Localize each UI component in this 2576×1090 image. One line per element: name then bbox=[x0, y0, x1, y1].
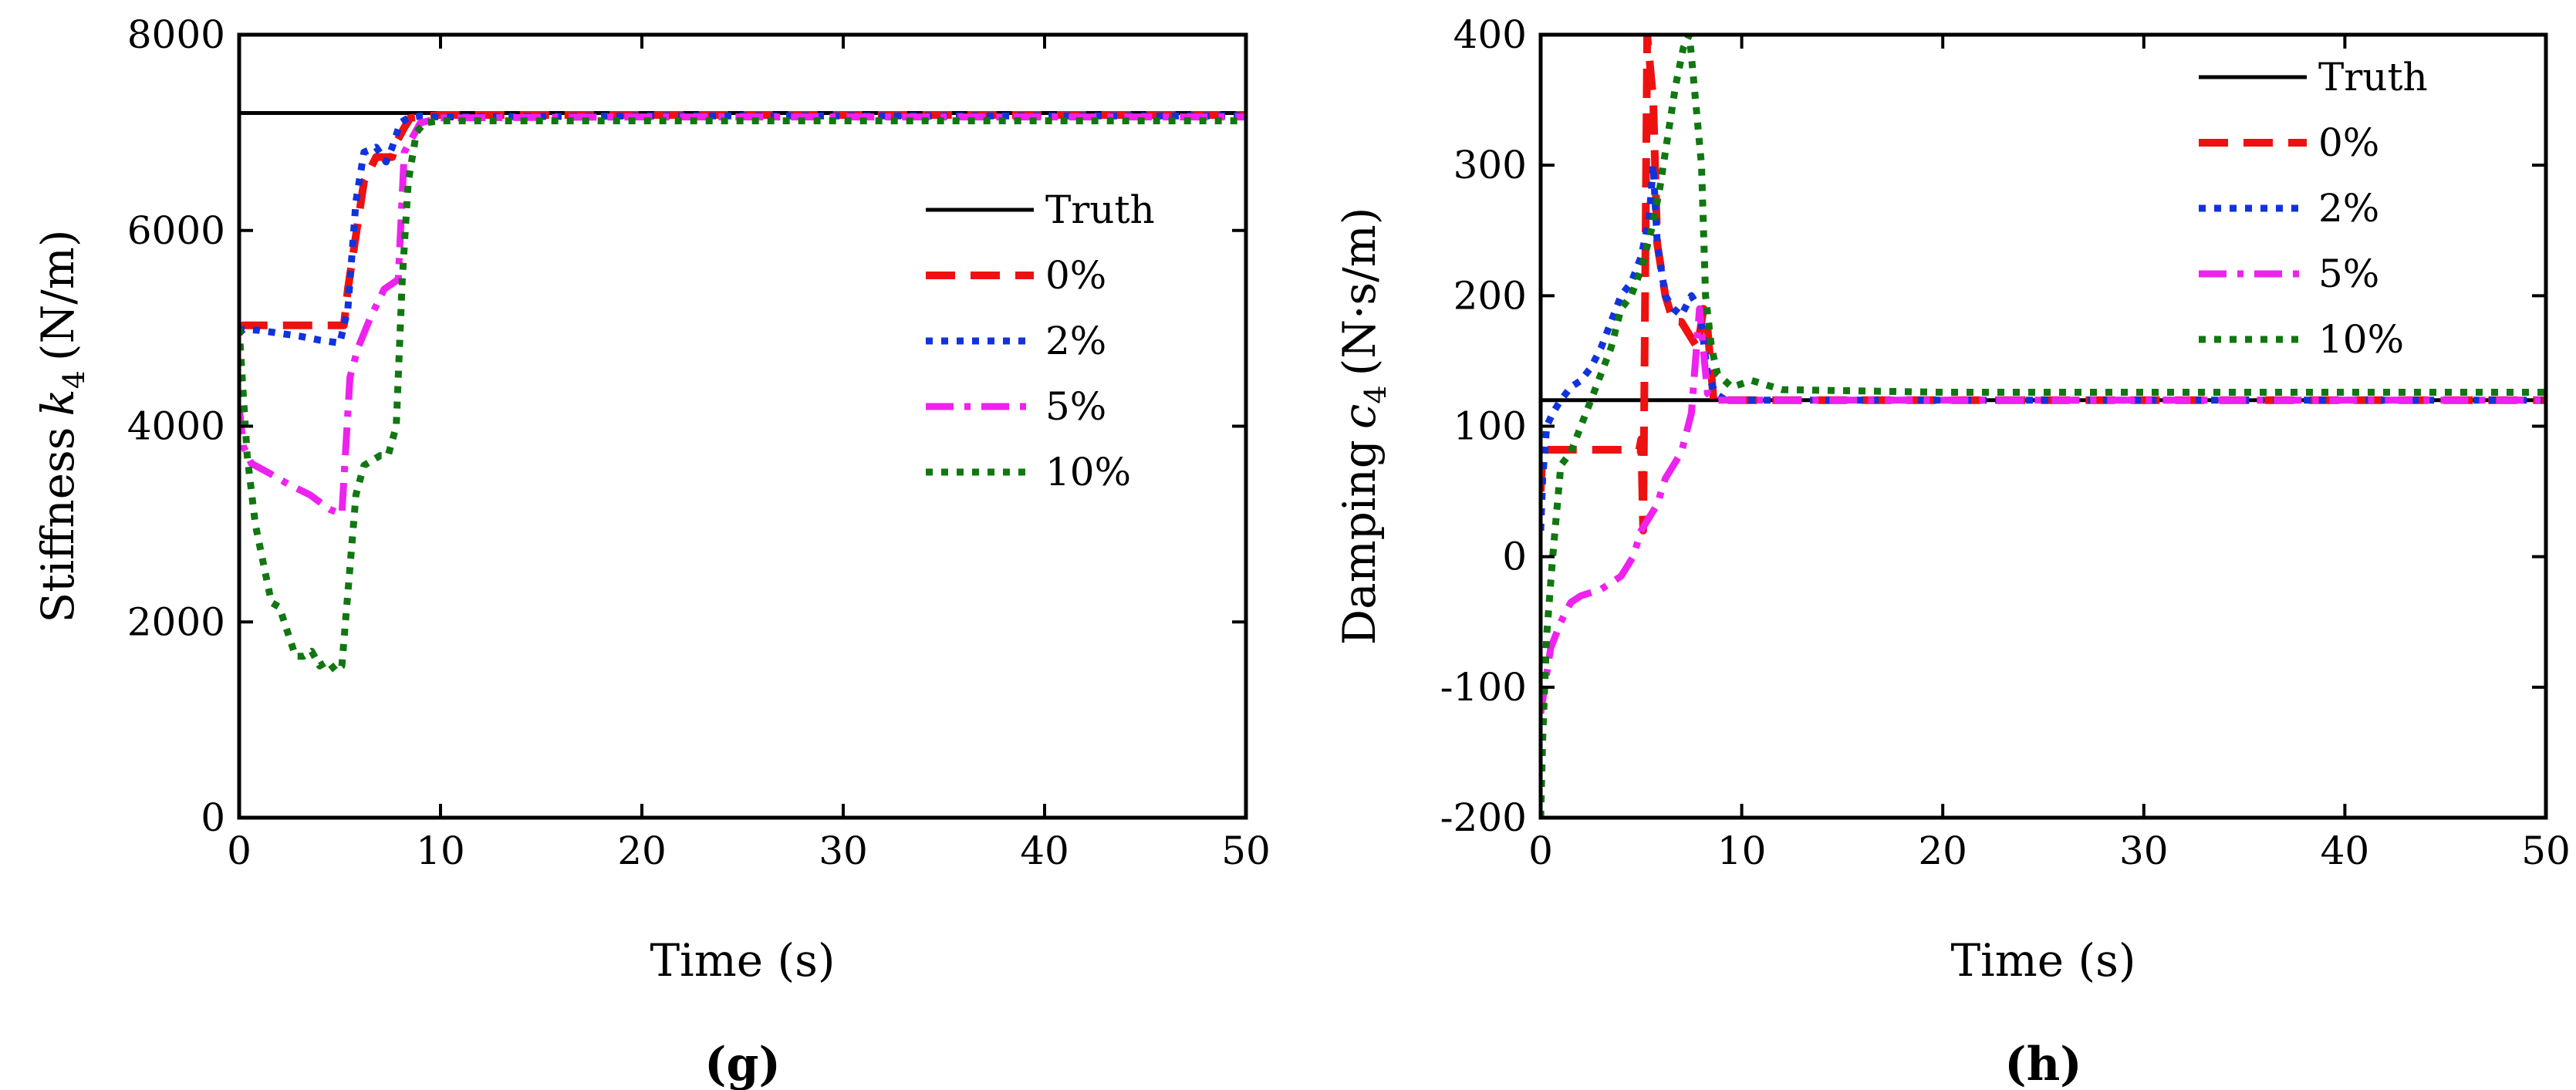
x-tick-label: 20 bbox=[617, 828, 667, 873]
y-axis-subscript-h: 4 bbox=[1359, 385, 1393, 403]
legend-label: 2% bbox=[2318, 186, 2379, 231]
y-axis-unit-g: (N/m) bbox=[32, 230, 84, 362]
legend-label: 2% bbox=[1045, 319, 1106, 363]
x-axis-title-h: Time (s) bbox=[1950, 934, 2135, 987]
legend-label: 0% bbox=[1045, 253, 1106, 298]
series-line-0pct-h bbox=[1541, 35, 2546, 535]
x-tick-label: 0 bbox=[1528, 828, 1553, 873]
legend-label: 5% bbox=[1045, 384, 1106, 429]
plot-frame-g bbox=[237, 32, 1248, 820]
series-layer-g bbox=[239, 111, 1246, 675]
x-tick-label: 30 bbox=[2119, 828, 2169, 873]
series-line-10pct-h bbox=[1541, 35, 2546, 818]
x-tick-label: 40 bbox=[2321, 828, 2370, 873]
y-axis-title-g: Stiffness k4 (N/m) bbox=[32, 230, 91, 623]
y-tick-label: 8000 bbox=[127, 12, 225, 57]
ticks-layer-h: 0 10 20 30 40 50 -200 -100 0 100 200 300 400 bbox=[1440, 12, 2571, 873]
y-tick-label: 0 bbox=[1502, 535, 1527, 579]
y-tick-label: 400 bbox=[1453, 12, 1527, 57]
y-axis-title-h: Damping c4 (N·s/m) bbox=[1333, 208, 1393, 646]
y-tick-label: 100 bbox=[1453, 404, 1527, 449]
legend-g: Truth 0% 2% 5% 10% bbox=[926, 187, 1155, 494]
x-axis-title-g: Time (s) bbox=[650, 934, 835, 987]
legend-label: 10% bbox=[1045, 450, 1131, 494]
y-axis-title-text-g: Stiffness bbox=[32, 427, 84, 623]
legend-label: 10% bbox=[2318, 317, 2404, 362]
y-axis-symbol-g: k bbox=[32, 389, 84, 416]
y-axis-symbol-h: c bbox=[1333, 404, 1386, 429]
y-tick-label: -200 bbox=[1440, 795, 1527, 840]
y-axis-unit-h: (N·s/m) bbox=[1333, 208, 1386, 376]
y-tick-label: 6000 bbox=[127, 208, 225, 253]
chart-panel-g: 0 10 20 30 40 50 0 2000 4000 6000 8000 Time (s) St… bbox=[32, 12, 1271, 1090]
x-tick-label: 50 bbox=[1221, 828, 1271, 873]
ticks-layer-g: 0 10 20 30 40 50 0 2000 4000 6000 8000 bbox=[127, 12, 1271, 873]
legend-label: Truth bbox=[2318, 55, 2428, 100]
legend-h: Truth 0% 2% 5% 10% bbox=[2199, 55, 2428, 362]
series-line-2pct-h bbox=[1541, 161, 2546, 531]
panel-label-h: (h) bbox=[2004, 1038, 2081, 1090]
y-axis-subscript-g: 4 bbox=[57, 370, 91, 389]
y-tick-label: 300 bbox=[1453, 143, 1527, 187]
x-tick-label: 30 bbox=[819, 828, 868, 873]
y-tick-label: 200 bbox=[1453, 273, 1527, 318]
chart-panel-h: 0 10 20 30 40 50 -200 -100 0 100 200 300 400 Time (s… bbox=[1333, 12, 2571, 1090]
y-tick-label: 2000 bbox=[127, 599, 225, 644]
x-tick-label: 0 bbox=[227, 828, 252, 873]
legend-label: 0% bbox=[2318, 120, 2379, 165]
series-line-5pct-h bbox=[1541, 305, 2546, 714]
y-axis-title-text-h: Damping bbox=[1333, 440, 1386, 645]
series-line-5pct-g bbox=[239, 113, 1246, 518]
panel-label-g: (g) bbox=[704, 1038, 781, 1090]
y-tick-label: 4000 bbox=[127, 404, 225, 449]
series-layer-h bbox=[1541, 35, 2546, 818]
x-tick-label: 10 bbox=[1717, 828, 1767, 873]
x-tick-label: 10 bbox=[416, 828, 465, 873]
x-tick-label: 50 bbox=[2521, 828, 2571, 873]
y-tick-label: -100 bbox=[1440, 665, 1527, 710]
plot-frame-h bbox=[1538, 32, 2548, 820]
y-tick-label: 0 bbox=[201, 795, 225, 840]
series-line-0pct-g bbox=[239, 111, 1246, 332]
x-tick-label: 20 bbox=[1918, 828, 1967, 873]
x-tick-label: 40 bbox=[1020, 828, 1069, 873]
legend-label: Truth bbox=[1045, 187, 1155, 232]
legend-label: 5% bbox=[2318, 251, 2379, 296]
